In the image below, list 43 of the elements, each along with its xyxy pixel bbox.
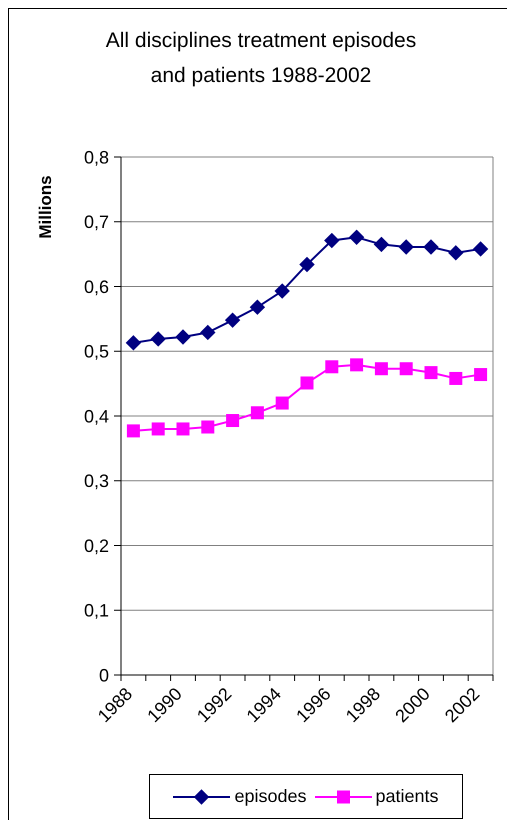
point bbox=[374, 362, 388, 376]
point bbox=[325, 360, 338, 374]
point bbox=[473, 241, 488, 256]
point bbox=[374, 236, 389, 252]
y-tick-label: 0,2 bbox=[84, 536, 109, 556]
y-tick-label: 0,1 bbox=[84, 600, 109, 621]
point bbox=[350, 358, 364, 372]
point bbox=[152, 422, 165, 436]
point bbox=[200, 324, 216, 340]
y-tick-label: 0,3 bbox=[84, 471, 109, 492]
y-tick-label: 0 bbox=[98, 665, 109, 686]
point bbox=[150, 331, 166, 346]
point bbox=[176, 330, 190, 345]
point bbox=[226, 414, 240, 428]
point bbox=[250, 300, 265, 315]
point bbox=[448, 245, 464, 260]
point bbox=[324, 233, 340, 248]
point bbox=[276, 396, 289, 410]
point bbox=[449, 372, 462, 385]
point bbox=[349, 230, 364, 245]
legend-label: patients bbox=[376, 786, 439, 807]
point bbox=[274, 284, 290, 299]
point bbox=[424, 366, 438, 380]
y-axis-title: Millions bbox=[36, 175, 56, 239]
y-tick-label: 0,5 bbox=[84, 342, 109, 362]
point bbox=[176, 422, 190, 436]
y-tick-label: 0,6 bbox=[84, 276, 109, 297]
point bbox=[126, 424, 140, 438]
point bbox=[201, 420, 214, 434]
point bbox=[126, 335, 141, 350]
chart-title: All disciplines treatment episodes and patients 1988-2002 bbox=[104, 28, 418, 89]
legend-label: episodes bbox=[234, 786, 306, 807]
point bbox=[300, 376, 314, 390]
point bbox=[250, 406, 264, 420]
y-tick-label: 0,4 bbox=[84, 406, 109, 426]
point bbox=[398, 240, 414, 255]
point bbox=[424, 240, 438, 255]
point bbox=[400, 362, 413, 376]
y-tick-label: 0,7 bbox=[84, 212, 109, 232]
point bbox=[225, 312, 240, 328]
point bbox=[300, 256, 314, 272]
y-tick-label: 0,8 bbox=[84, 147, 109, 168]
point bbox=[474, 368, 488, 382]
